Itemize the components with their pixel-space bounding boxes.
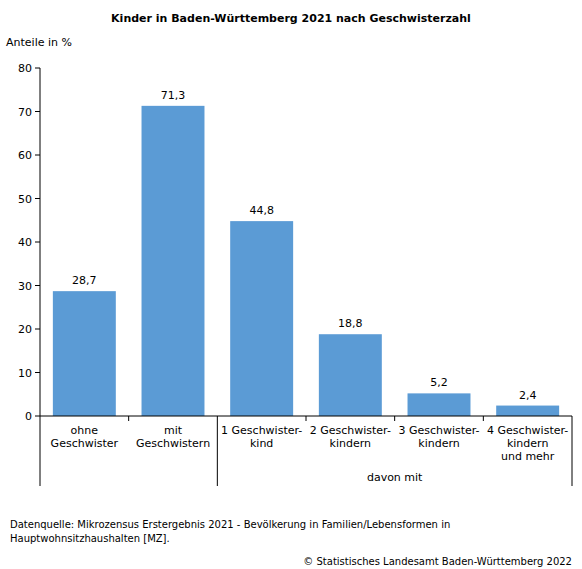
data-label: 44,8 [249, 204, 274, 217]
y-tick [35, 372, 40, 373]
bar [230, 221, 293, 416]
y-tick [35, 416, 40, 417]
y-tick-label: 80 [18, 62, 32, 75]
y-tick-label: 40 [18, 236, 32, 249]
y-tick-label: 10 [18, 367, 32, 380]
x-tick-label: 4 Geschwister-kindernund mehr [487, 424, 568, 463]
y-tick-label: 70 [18, 106, 32, 119]
x-separator [572, 416, 573, 486]
bar [53, 291, 116, 416]
y-tick-label: 0 [25, 410, 32, 423]
x-tick-label: ohneGeschwister [51, 424, 119, 450]
x-tick-label: 3 Geschwister-kindern [398, 424, 479, 450]
bar [142, 106, 205, 416]
y-tick [35, 329, 40, 330]
y-tick-label: 20 [18, 323, 32, 336]
x-separator [483, 416, 484, 421]
data-label: 5,2 [430, 376, 448, 389]
data-label: 71,3 [161, 89, 186, 102]
y-tick [35, 68, 40, 69]
y-tick [35, 242, 40, 243]
x-separator [40, 416, 41, 486]
chart: Kinder in Baden-Württemberg 2021 nach Ge… [0, 0, 582, 569]
y-tick-label: 60 [18, 149, 32, 162]
x-separator [217, 416, 218, 486]
y-tick [35, 198, 40, 199]
data-label: 18,8 [338, 317, 363, 330]
x-tick-label: 1 Geschwister-kind [221, 424, 302, 450]
x-tick-label: mitGeschwistern [136, 424, 210, 450]
title: Kinder in Baden-Württemberg 2021 nach Ge… [111, 12, 471, 25]
x-tick-label: 2 Geschwister-kindern [310, 424, 391, 450]
data-label: 2,4 [519, 389, 537, 402]
x-separator [306, 416, 307, 421]
y-tick-label: 50 [18, 193, 32, 206]
y-axis-label: Anteile in % [6, 36, 72, 49]
source: Datenquelle: Mikrozensus Erstergebnis 20… [10, 519, 450, 544]
x-separator [128, 416, 129, 421]
bar [319, 334, 382, 416]
bars [53, 106, 559, 416]
copyright: © Statistisches Landesamt Baden-Württemb… [303, 556, 572, 567]
bar [408, 393, 471, 416]
group-label: davon mit [367, 471, 423, 484]
bar [496, 406, 559, 416]
y-tick-label: 30 [18, 280, 32, 293]
y-tick [35, 111, 40, 112]
y-tick [35, 155, 40, 156]
x-separator [394, 416, 395, 421]
y-tick [35, 285, 40, 286]
data-label: 28,7 [72, 274, 97, 287]
